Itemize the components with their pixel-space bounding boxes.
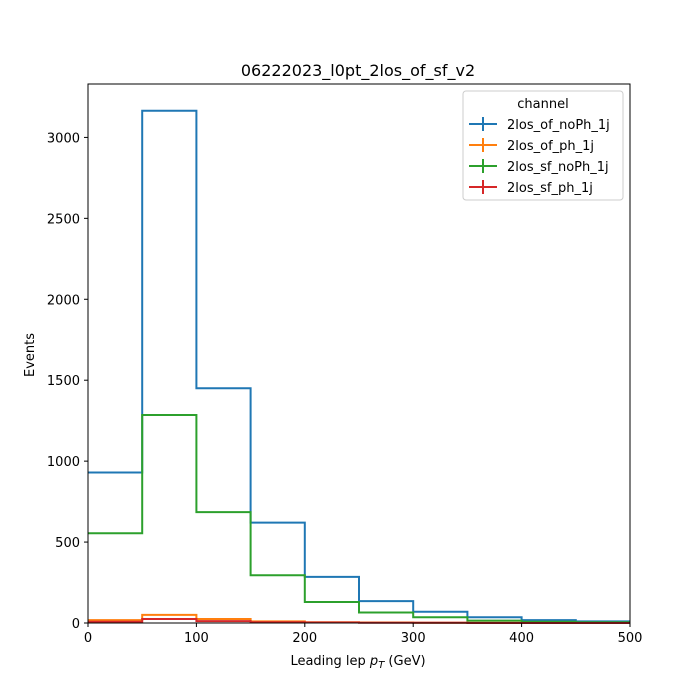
x-tick-label: 300: [401, 631, 426, 646]
y-tick-label: 500: [55, 536, 80, 551]
legend-title: channel: [517, 97, 568, 112]
legend-label: 2los_of_ph_1j: [507, 139, 594, 154]
y-tick-label: 3000: [47, 131, 80, 146]
x-tick-label: 0: [84, 631, 92, 646]
x-tick-label: 400: [509, 631, 534, 646]
series-line-2: [88, 414, 630, 624]
y-tick-label: 1500: [47, 374, 80, 389]
legend-label: 2los_sf_noPh_1j: [507, 160, 609, 175]
y-axis: 0 500 1000 1500 2000 2500 3000: [47, 131, 88, 632]
y-tick-label: 0: [72, 617, 80, 632]
legend-entry-2: 2los_sf_noPh_1j: [469, 159, 609, 175]
y-axis-label: Events: [23, 333, 38, 377]
x-tick-label: 200: [292, 631, 317, 646]
legend-entry-1: 2los_of_ph_1j: [469, 138, 594, 154]
x-axis-label: Leading lep pT (GeV): [290, 654, 425, 671]
legend-entry-3: 2los_sf_ph_1j: [469, 180, 593, 196]
chart-title: 06222023_l0pt_2los_of_sf_v2: [241, 61, 475, 81]
legend: channel 2los_of_noPh_1j 2los_of_ph_1j 2los…: [462, 90, 624, 201]
x-axis: 0 100 200 300 400 500: [84, 623, 643, 646]
y-tick-label: 2500: [47, 212, 80, 227]
x-tick-label: 100: [184, 631, 209, 646]
legend-label: 2los_sf_ph_1j: [507, 181, 593, 196]
legend-entry-0: 2los_of_noPh_1j: [469, 117, 610, 133]
y-tick-label: 2000: [47, 293, 80, 308]
y-tick-label: 1000: [47, 455, 80, 470]
legend-box: [462, 90, 624, 201]
x-tick-label: 500: [618, 631, 643, 646]
plot-frame: [87, 83, 631, 624]
legend-label: 2los_of_noPh_1j: [507, 118, 610, 133]
